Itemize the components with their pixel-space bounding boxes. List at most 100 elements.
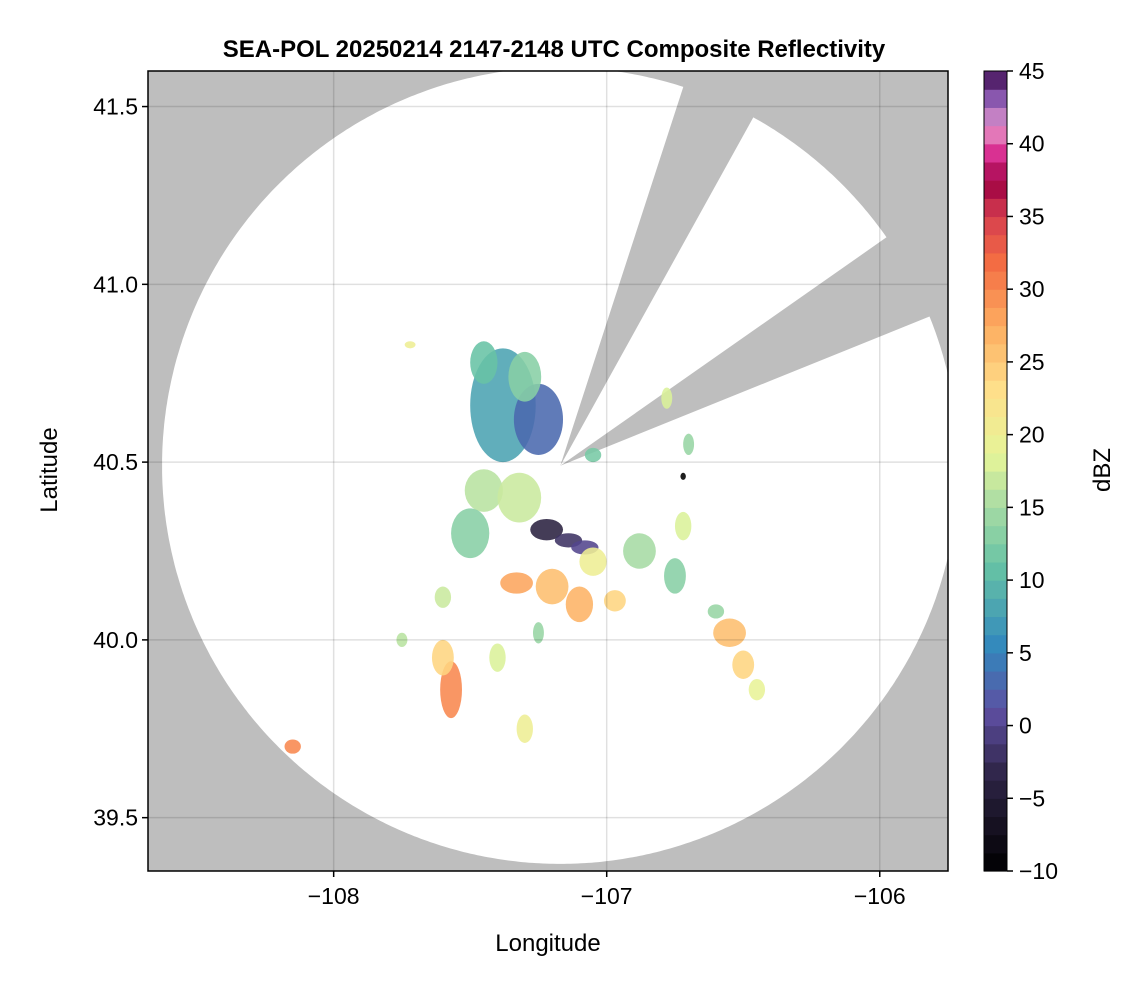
echo-cell (396, 632, 408, 648)
echo-cell (470, 341, 498, 384)
echo-cell (664, 558, 686, 594)
colorbar-swatch (984, 125, 1007, 145)
echo-cell (440, 661, 462, 719)
echo-cell (508, 351, 542, 402)
x-tick-label: −107 (581, 883, 633, 909)
echo-cell (489, 643, 506, 672)
colorbar-swatch (984, 361, 1007, 381)
y-tick-label: 39.5 (93, 805, 138, 831)
echo-cell (434, 586, 452, 608)
colorbar-swatch (984, 689, 1007, 708)
colorbar-tick-label: 20 (1019, 422, 1045, 448)
colorbar-swatch (984, 89, 1007, 108)
colorbar-swatch (984, 398, 1007, 418)
plot-frame (147, 70, 949, 872)
echo-cell (451, 508, 490, 559)
y-tick-label: 41.5 (93, 94, 138, 120)
echo-cell (284, 739, 301, 754)
colorbar-swatch (984, 598, 1007, 618)
echo-cell (516, 714, 533, 743)
colorbar-swatch (984, 380, 1007, 399)
y-tick-label: 40.5 (93, 449, 138, 475)
x-axis-label: Longitude (495, 930, 600, 957)
colorbar-swatch (984, 707, 1007, 727)
colorbar-label: dBZ (1089, 448, 1116, 492)
colorbar-swatch (984, 252, 1007, 272)
colorbar-ticks: −10 −5 0 5 10 15 20 25 30 35 40 45 (1007, 58, 1058, 884)
y-axis: 39.5 40.0 40.5 41.0 41.5 (93, 94, 148, 831)
echo-cell (661, 387, 673, 409)
colorbar-swatch (984, 307, 1007, 327)
colorbar-tick-label: −10 (1019, 858, 1058, 884)
echo-cell (680, 472, 686, 480)
echo-cell (431, 639, 454, 676)
colorbar-swatch (984, 507, 1007, 527)
colorbar-swatch (984, 180, 1007, 199)
radar-coverage-area (162, 71, 948, 864)
echo-cell (707, 604, 725, 619)
colorbar-swatch (984, 761, 1007, 781)
colorbar-swatch (984, 580, 1007, 599)
colorbar-tick-label: 40 (1019, 131, 1045, 157)
echo-cell (565, 586, 594, 623)
colorbar-swatch (984, 271, 1007, 290)
colorbar-swatch (984, 471, 1007, 490)
echo-cell (603, 590, 626, 612)
colorbar-swatch (984, 798, 1007, 818)
colorbar-tick-label: −5 (1019, 785, 1045, 811)
colorbar-tick-label: 45 (1019, 58, 1045, 84)
colorbar-swatch (984, 525, 1007, 545)
plot-area (148, 71, 948, 871)
echo-cell (579, 547, 607, 576)
echo-cell (674, 511, 692, 541)
echo-cell (530, 519, 564, 541)
colorbar-tick-label: 0 (1019, 713, 1032, 739)
colorbar-tick-label: 25 (1019, 349, 1045, 375)
colorbar-swatch (984, 416, 1007, 436)
echo-cell (513, 383, 564, 456)
colorbar-tick-label: 15 (1019, 494, 1045, 520)
colorbar-swatch (984, 743, 1007, 763)
colorbar-swatch (984, 216, 1007, 236)
colorbar-swatch (984, 107, 1007, 127)
colorbar-swatch (984, 434, 1007, 454)
colorbar-swatch (984, 143, 1007, 163)
echo-cell (623, 533, 656, 569)
colorbar-swatch (984, 852, 1007, 872)
colorbar-tick-label: 10 (1019, 567, 1045, 593)
echo-cell (500, 572, 533, 594)
echo-cell (464, 469, 503, 512)
colorbar-tick-label: 30 (1019, 276, 1045, 302)
x-tick-label: −106 (854, 883, 906, 909)
echo-cell (532, 622, 544, 644)
echo-cell (404, 341, 416, 349)
echo-cell (497, 472, 542, 523)
echo-cell (683, 433, 695, 456)
x-axis: −108 −107 −106 (308, 871, 906, 909)
echo-cell (748, 679, 766, 701)
colorbar-swatch (984, 325, 1007, 345)
grid-lines (148, 71, 948, 871)
colorbar-swatch (984, 816, 1007, 836)
colorbar-swatch (984, 834, 1007, 854)
colorbar-swatch (984, 452, 1007, 472)
colorbar-swatch (984, 634, 1007, 654)
colorbar-swatch (984, 161, 1007, 181)
y-tick-label: 41.0 (93, 271, 138, 297)
x-tick-label: −108 (308, 883, 360, 909)
colorbar-swatch (984, 71, 1007, 90)
colorbar-swatch (984, 234, 1007, 254)
colorbar (983, 70, 1008, 872)
colorbar-tick-label: 5 (1019, 640, 1032, 666)
colorbar-swatch (984, 671, 1007, 690)
echo-cell (713, 618, 746, 647)
colorbar-swatch (984, 652, 1007, 672)
colorbar-frame (983, 70, 1008, 872)
colorbar-swatch (984, 561, 1007, 581)
echo-cell (584, 447, 602, 463)
colorbar-swatch (984, 725, 1007, 745)
echo-cell (732, 650, 755, 679)
colorbar-swatch (984, 489, 1007, 508)
colorbar-swatch (984, 289, 1007, 308)
